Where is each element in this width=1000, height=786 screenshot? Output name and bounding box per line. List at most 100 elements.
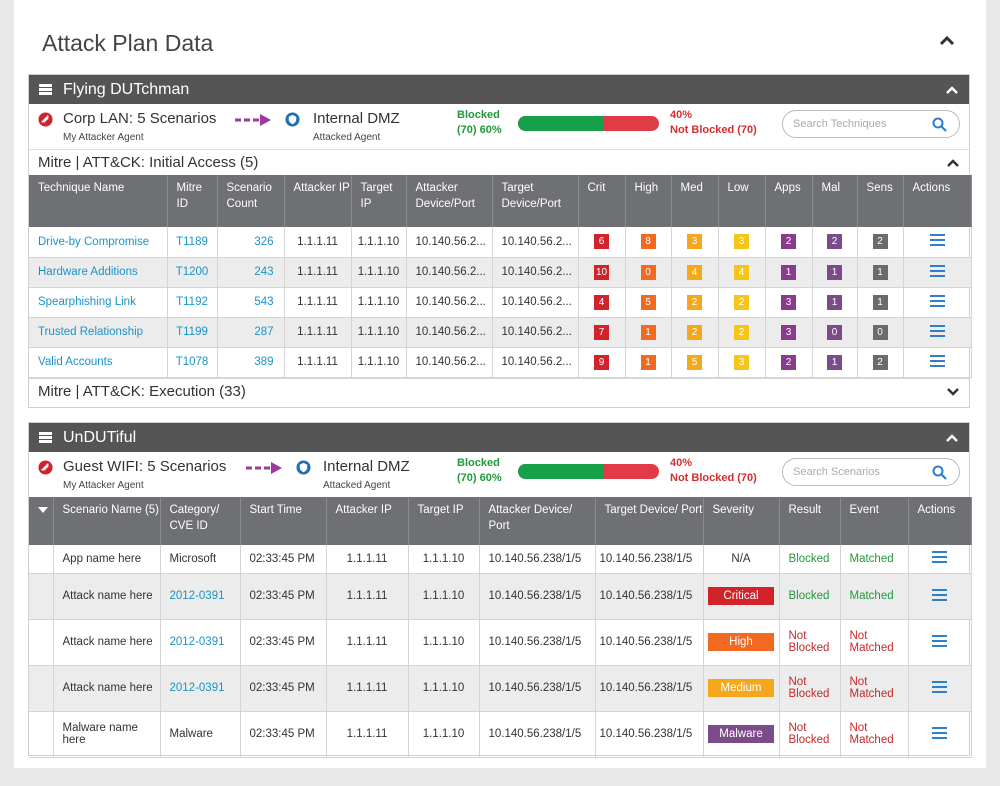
mitre-id-link[interactable]: T1200 bbox=[167, 257, 218, 288]
row-actions-menu-icon[interactable] bbox=[932, 588, 947, 601]
col-event[interactable]: Event bbox=[840, 497, 909, 545]
sens-count-badge[interactable]: 2 bbox=[872, 234, 888, 250]
group-initial-access[interactable]: Mitre | ATT&CK: Initial Access (5) bbox=[29, 149, 969, 175]
group-collapse-chevron-up-icon[interactable] bbox=[946, 158, 960, 168]
col-mal[interactable]: Mal bbox=[812, 175, 858, 227]
apps-count-badge[interactable]: 3 bbox=[781, 324, 796, 340]
technique-name-link[interactable]: Hardware Additions bbox=[29, 257, 168, 288]
category-cve[interactable]: 2012-0391 bbox=[160, 573, 241, 620]
panel-menu-icon[interactable] bbox=[39, 432, 52, 443]
table-row[interactable]: Attack name here 2012-0391 02:33:45 PM 1.1.… bbox=[29, 619, 972, 666]
row-actions-menu-icon[interactable] bbox=[932, 726, 947, 739]
table-row[interactable]: Hardware Additions T1200 243 1.1.1.11 1.1.1.… bbox=[29, 257, 972, 288]
search-scenarios-input[interactable] bbox=[793, 464, 923, 480]
table-row[interactable]: App name here Microsoft 02:33:45 PM 1.1.1.1… bbox=[29, 545, 972, 574]
col-technique-name[interactable]: Technique Name bbox=[29, 175, 168, 227]
row-actions-menu-icon[interactable] bbox=[929, 324, 945, 337]
crit-count-badge[interactable]: 4 bbox=[594, 294, 609, 310]
search-scenarios[interactable] bbox=[782, 458, 960, 486]
search-icon[interactable] bbox=[932, 465, 947, 480]
group-execution[interactable]: Mitre | ATT&CK: Execution (33) bbox=[29, 377, 969, 404]
col-apps[interactable]: Apps bbox=[765, 175, 813, 227]
col-low[interactable]: Low bbox=[718, 175, 766, 227]
mitre-id-link[interactable]: T1189 bbox=[167, 227, 218, 258]
technique-name-link[interactable]: Trusted Relationship bbox=[29, 317, 168, 348]
scenario-count-link[interactable]: 287 bbox=[217, 317, 285, 348]
crit-count-badge[interactable]: 9 bbox=[594, 354, 609, 370]
col-crit[interactable]: Crit bbox=[578, 175, 626, 227]
crit-count-badge[interactable]: 10 bbox=[594, 264, 609, 280]
category-cve[interactable]: 2012-0391 bbox=[160, 665, 241, 712]
scenario-count-link[interactable]: 326 bbox=[217, 227, 285, 258]
high-count-badge[interactable]: 1 bbox=[640, 354, 656, 370]
col-scenario-count[interactable]: Scenario Count bbox=[217, 175, 285, 227]
row-select[interactable] bbox=[29, 665, 54, 712]
row-actions-menu-icon[interactable] bbox=[929, 234, 945, 247]
col-attacker-ip[interactable]: Attacker IP bbox=[284, 175, 352, 227]
table-row[interactable]: Attack name here 2012-0391 02:33:45 PM 1.1.… bbox=[29, 573, 972, 620]
med-count-badge[interactable]: 5 bbox=[687, 354, 702, 370]
scenario-count-link[interactable]: 543 bbox=[217, 287, 285, 318]
low-count-badge[interactable]: 2 bbox=[734, 294, 749, 310]
table-row[interactable]: Valid Accounts T1078 389 1.1.1.11 1.1.1.10 10… bbox=[29, 347, 972, 378]
mal-count-badge[interactable]: 0 bbox=[827, 324, 842, 340]
sens-count-badge[interactable]: 0 bbox=[872, 324, 888, 340]
table-row[interactable]: Trusted Relationship T1199 287 1.1.1.11 1.1.… bbox=[29, 317, 972, 348]
table-row[interactable]: Malware name here Malware 02:33:45 PM 1.1.1… bbox=[29, 711, 972, 758]
col-category-cve-id[interactable]: Category/ CVE ID bbox=[160, 497, 241, 545]
panel-menu-icon[interactable] bbox=[39, 84, 52, 95]
low-count-badge[interactable]: 4 bbox=[734, 264, 749, 280]
med-count-badge[interactable]: 2 bbox=[687, 294, 702, 310]
search-icon[interactable] bbox=[932, 117, 947, 132]
row-select[interactable] bbox=[29, 711, 54, 758]
mal-count-badge[interactable]: 1 bbox=[827, 264, 842, 280]
apps-count-badge[interactable]: 2 bbox=[781, 354, 796, 370]
sort-caret-down-icon[interactable] bbox=[38, 507, 48, 515]
col-actions[interactable]: Actions bbox=[908, 497, 972, 545]
col-attacker-ip[interactable]: Attacker IP bbox=[326, 497, 409, 545]
row-select[interactable] bbox=[29, 619, 54, 666]
row-actions-menu-icon[interactable] bbox=[929, 294, 945, 307]
technique-name-link[interactable]: Drive-by Compromise bbox=[29, 227, 168, 258]
high-count-badge[interactable]: 1 bbox=[640, 324, 656, 340]
scenario-count-link[interactable]: 243 bbox=[217, 257, 285, 288]
col-high[interactable]: High bbox=[625, 175, 672, 227]
col-result[interactable]: Result bbox=[779, 497, 841, 545]
apps-count-badge[interactable]: 1 bbox=[781, 264, 796, 280]
mal-count-badge[interactable]: 1 bbox=[827, 354, 842, 370]
table-row[interactable]: Drive-by Compromise T1189 326 1.1.1.11 1.1.1… bbox=[29, 227, 972, 258]
col-scenario-name-5[interactable]: Scenario Name (5) bbox=[53, 497, 161, 545]
group-expand-chevron-down-icon[interactable] bbox=[946, 387, 960, 397]
sens-count-badge[interactable]: 2 bbox=[872, 354, 888, 370]
mitre-id-link[interactable]: T1192 bbox=[167, 287, 218, 318]
col-severity[interactable]: Severity bbox=[703, 497, 780, 545]
mal-count-badge[interactable]: 2 bbox=[827, 234, 842, 250]
col-target-ip[interactable]: Target IP bbox=[408, 497, 480, 545]
table-row[interactable]: Attack name here 2012-0391 02:33:45 PM 1.1.… bbox=[29, 665, 972, 712]
apps-count-badge[interactable]: 3 bbox=[781, 294, 796, 310]
med-count-badge[interactable]: 4 bbox=[687, 264, 702, 280]
row-select[interactable] bbox=[29, 573, 54, 620]
search-techniques-input[interactable] bbox=[793, 116, 923, 132]
col-attacker-device-port[interactable]: Attacker Device/ Port bbox=[479, 497, 596, 545]
sens-count-badge[interactable]: 1 bbox=[872, 294, 888, 310]
search-techniques[interactable] bbox=[782, 110, 960, 138]
high-count-badge[interactable]: 8 bbox=[640, 234, 656, 250]
low-count-badge[interactable]: 2 bbox=[734, 324, 749, 340]
col-start-time[interactable]: Start Time bbox=[240, 497, 327, 545]
col-actions[interactable]: Actions bbox=[903, 175, 972, 227]
col-attacker-device-port[interactable]: Attacker Device/Port bbox=[406, 175, 493, 227]
col-med[interactable]: Med bbox=[671, 175, 719, 227]
row-select[interactable] bbox=[29, 545, 54, 574]
mitre-id-link[interactable]: T1199 bbox=[167, 317, 218, 348]
col-mitre-id[interactable]: Mitre ID bbox=[167, 175, 218, 227]
med-count-badge[interactable]: 2 bbox=[687, 324, 702, 340]
high-count-badge[interactable]: 5 bbox=[640, 294, 656, 310]
col-target-ip[interactable]: Target IP bbox=[351, 175, 407, 227]
panel-collapse-chevron-up-icon[interactable] bbox=[945, 83, 959, 97]
collapse-page-chevron-up-icon[interactable] bbox=[938, 32, 956, 50]
med-count-badge[interactable]: 3 bbox=[687, 234, 702, 250]
technique-name-link[interactable]: Spearphishing Link bbox=[29, 287, 168, 318]
technique-name-link[interactable]: Valid Accounts bbox=[29, 347, 168, 378]
row-actions-menu-icon[interactable] bbox=[932, 680, 947, 693]
